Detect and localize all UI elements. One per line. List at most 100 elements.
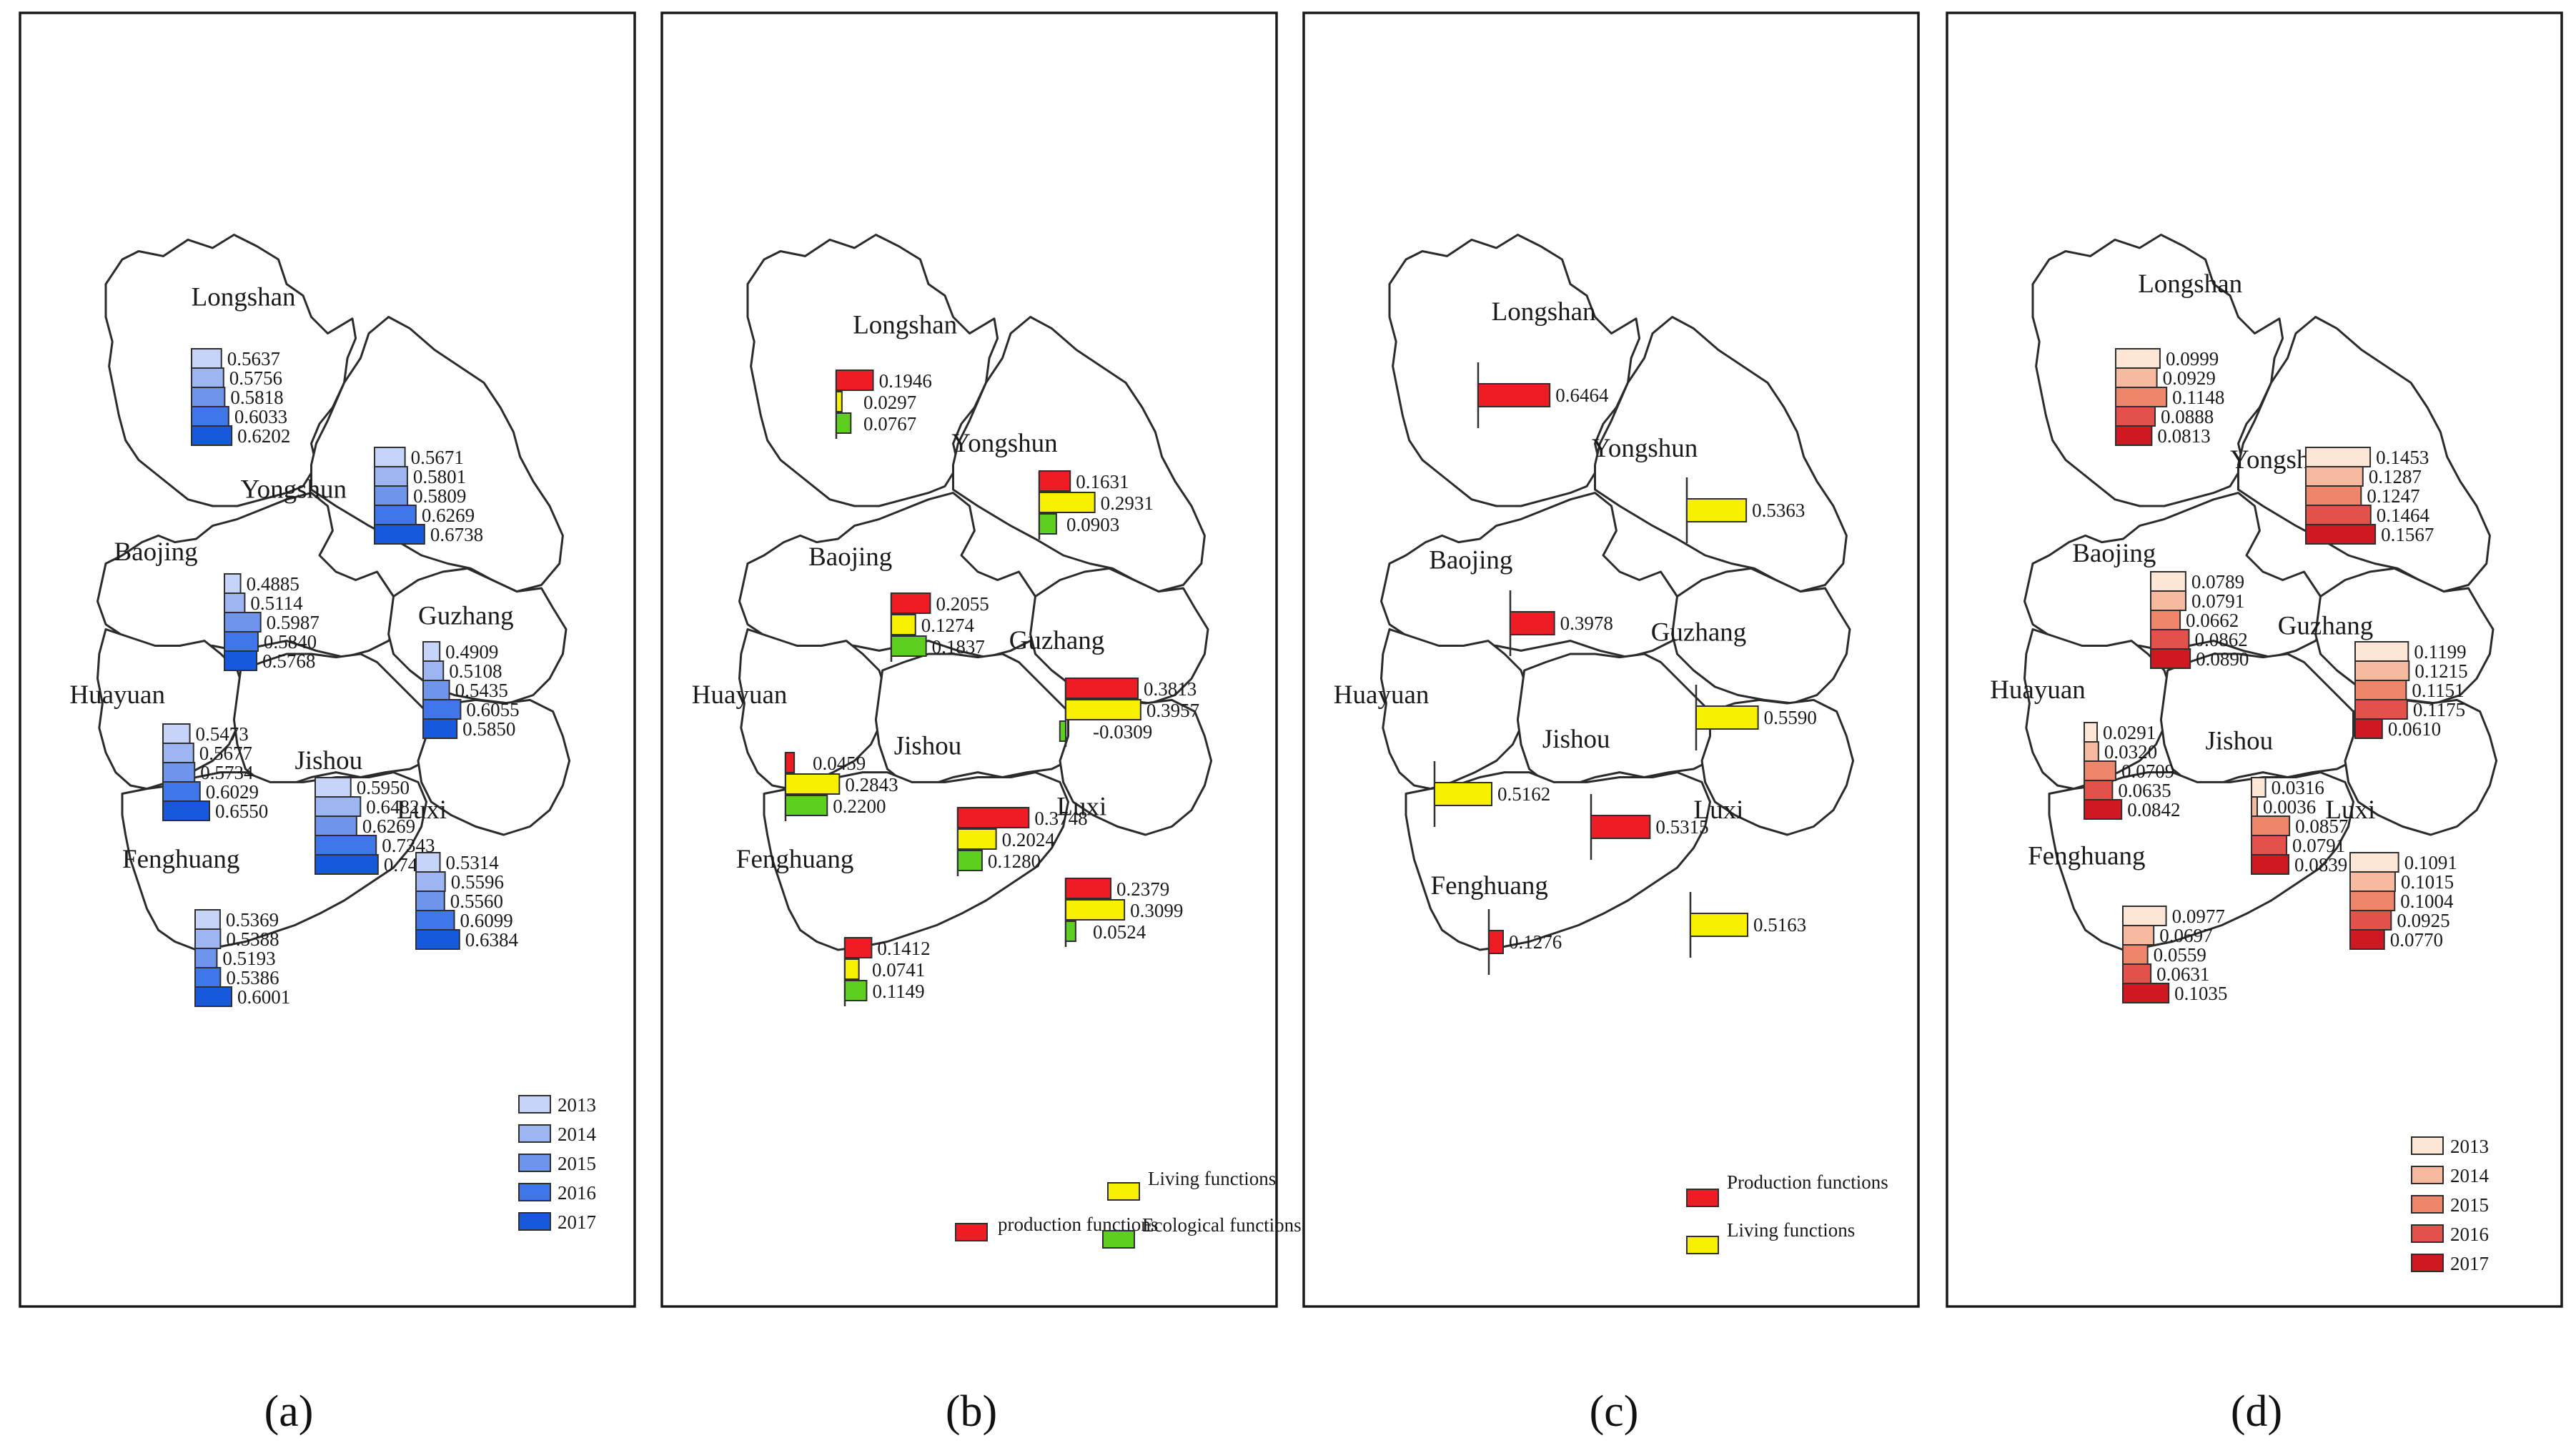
county-huayuan <box>96 628 247 790</box>
bar-huayuan-3 <box>2084 780 2114 800</box>
bar-baojing-0 <box>224 573 242 594</box>
bar-luxi-1 <box>2349 871 2396 892</box>
bar-baojing-1 <box>2150 590 2187 611</box>
legend-label-living-c: Living functions <box>1727 1219 1855 1241</box>
value-luxi-2: 0.5560 <box>450 891 503 912</box>
bar-yongshun-0 <box>2305 447 2372 467</box>
bar-c-longshan <box>1477 383 1551 407</box>
county-luxi <box>2344 698 2498 836</box>
bar-luxi-3 <box>2349 910 2392 931</box>
value-guzhang-0: 0.4909 <box>445 641 498 663</box>
bar-baojing-2 <box>224 612 262 633</box>
value-huayuan-2: 0.0709 <box>2121 760 2174 782</box>
legend-swatch-a-2014 <box>518 1124 551 1143</box>
bar-b-jishou-0 <box>957 807 1030 828</box>
bar-yongshun-3 <box>2305 505 2372 525</box>
bar-jishou-4 <box>2251 854 2290 875</box>
value-longshan-4: 0.0813 <box>2157 425 2210 447</box>
value-huayuan-1: 0.5677 <box>199 743 252 764</box>
county-yongshun <box>952 316 1206 593</box>
bar-b-baojing-2 <box>891 635 927 657</box>
bar-c-fenghuang <box>1488 930 1504 954</box>
bar-longshan-4 <box>191 425 233 446</box>
legend-label-production-c: Production functions <box>1727 1171 1888 1193</box>
bar-guzhang-3 <box>2354 699 2408 720</box>
legend-swatch-production-c <box>1686 1189 1719 1207</box>
panel-b: Longshan Yongshun Baojing Guzhang Huayuan Jis… <box>660 11 1302 1436</box>
value-luxi-0: 0.5314 <box>446 852 500 873</box>
legend-swatch-a-2013 <box>518 1095 551 1114</box>
panel-caption-a: (a) <box>264 1387 314 1436</box>
value-longshan-0: 0.0999 <box>2166 348 2219 370</box>
legend-swatch-living-c <box>1686 1236 1719 1254</box>
county-label-baojing: Baojing <box>1429 545 1512 575</box>
bar-b-yongshun-1 <box>1039 492 1096 513</box>
bar-yongshun-3 <box>374 505 417 525</box>
bar-longshan-0 <box>191 348 222 369</box>
county-label-luxi: Luxi <box>2325 795 2375 825</box>
value-guzhang-2: 0.5435 <box>455 680 508 701</box>
value-b-luxi-1: 0.3099 <box>1130 900 1183 921</box>
county-label-jishou: Jishou <box>1542 725 1610 754</box>
value-b-luxi-0: 0.2379 <box>1116 878 1169 900</box>
bar-jishou-0 <box>2251 777 2267 798</box>
value-luxi-4: 0.0770 <box>2390 929 2443 951</box>
bar-yongshun-1 <box>2305 466 2364 487</box>
county-label-jishou: Jishou <box>894 731 962 760</box>
bar-jishou-3 <box>314 835 377 856</box>
value-b-luxi-2: 0.0524 <box>1093 921 1146 943</box>
value-longshan-4: 0.6202 <box>237 425 290 447</box>
bar-b-luxi-2 <box>1065 921 1076 942</box>
value-baojing-2: 0.0662 <box>2186 610 2239 631</box>
bar-b-huayuan-2 <box>785 795 828 816</box>
legend-label-d-2013: 2013 <box>2450 1136 2489 1157</box>
value-b-yongshun-2: 0.0903 <box>1066 514 1119 535</box>
bar-b-fenghuang-0 <box>844 937 873 958</box>
value-guzhang-4: 0.0610 <box>2388 718 2441 740</box>
value-jishou-4: 0.0839 <box>2294 854 2347 876</box>
legend-swatch-d-2015 <box>2411 1195 2444 1214</box>
panel-a: Longshan Yongshun Baojing Guzhang Huayuan Jis… <box>19 11 636 1436</box>
bar-guzhang-2 <box>422 680 450 700</box>
legend-label-d-2014: 2014 <box>2450 1165 2490 1186</box>
bar-b-guzhang-2 <box>1059 720 1067 742</box>
legend-label-a-2017: 2017 <box>558 1211 596 1233</box>
bar-b-yongshun-2 <box>1039 513 1057 535</box>
value-longshan-2: 0.5818 <box>230 387 283 408</box>
value-longshan-2: 0.1148 <box>2172 387 2224 408</box>
value-fenghuang-4: 0.1035 <box>2174 983 2227 1004</box>
county-label-yongshun: Yongshun <box>241 475 347 505</box>
legend-swatch-a-2015 <box>518 1154 551 1172</box>
bar-c-guzhang <box>1695 705 1759 730</box>
value-jishou-2: 0.6269 <box>362 815 415 837</box>
value-b-huayuan-2: 0.2200 <box>833 795 886 817</box>
value-baojing-0: 0.4885 <box>247 573 299 595</box>
bar-baojing-2 <box>2150 610 2181 630</box>
bar-guzhang-0 <box>2354 641 2409 662</box>
bar-b-baojing-0 <box>891 592 931 614</box>
bar-longshan-3 <box>2115 406 2156 427</box>
county-label-jishou: Jishou <box>2206 726 2274 755</box>
value-baojing-2: 0.5987 <box>267 612 319 633</box>
value-huayuan-4: 0.0842 <box>2127 799 2180 820</box>
bar-jishou-1 <box>314 796 362 817</box>
bar-guzhang-2 <box>2354 680 2407 700</box>
bar-b-fenghuang-2 <box>844 980 868 1001</box>
bar-huayuan-2 <box>162 762 196 783</box>
value-yongshun-0: 0.1453 <box>2376 447 2429 468</box>
value-jishou-0: 0.0316 <box>2272 777 2324 798</box>
bar-fenghuang-3 <box>194 967 222 988</box>
county-label-huayuan: Huayuan <box>692 680 788 710</box>
value-c-yongshun: 0.5363 <box>1752 500 1805 521</box>
value-longshan-0: 0.5637 <box>227 348 280 370</box>
value-luxi-0: 0.1091 <box>2404 852 2457 873</box>
value-b-baojing-1: 0.1274 <box>921 615 975 636</box>
bar-b-luxi-0 <box>1065 878 1112 899</box>
county-label-yongshun: Yongshun <box>1592 434 1698 463</box>
legend-label-a-2015: 2015 <box>558 1153 596 1174</box>
value-b-huayuan-1: 0.2843 <box>845 774 898 795</box>
county-longshan <box>1388 234 1641 507</box>
value-baojing-1: 0.5114 <box>250 592 303 614</box>
value-c-fenghuang: 0.1276 <box>1509 931 1562 953</box>
